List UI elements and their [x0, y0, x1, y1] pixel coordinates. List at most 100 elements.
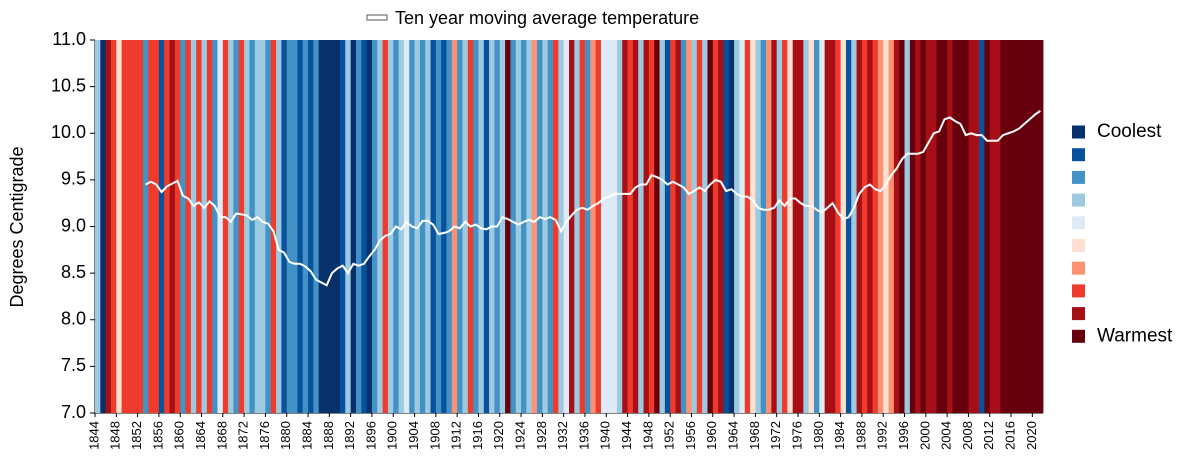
stripe — [228, 40, 234, 413]
stripe — [819, 40, 826, 413]
stripe — [158, 40, 165, 413]
stripe — [137, 40, 144, 413]
stripe — [542, 40, 549, 413]
stripe — [169, 40, 176, 413]
x-tick-label: 1928 — [534, 421, 549, 450]
stripe — [941, 40, 948, 413]
stripe — [206, 40, 213, 413]
stripe — [212, 40, 218, 413]
stripe — [553, 40, 559, 413]
x-tick-label: 1916 — [470, 421, 485, 450]
stripe — [473, 40, 479, 413]
stripe — [787, 40, 794, 413]
legend-label: Ten year moving average temperature — [395, 8, 699, 28]
stripe — [590, 40, 597, 413]
stripe — [483, 40, 490, 413]
stripe — [1027, 40, 1033, 413]
x-tick-label: 1988 — [853, 421, 868, 450]
stripe — [861, 40, 868, 413]
x-tick-label: 2008 — [960, 421, 975, 450]
stripe — [925, 40, 932, 413]
stripe — [851, 40, 857, 413]
x-tick-label: 1932 — [555, 421, 570, 450]
stripe — [318, 40, 325, 413]
x-tick-label: 1856 — [150, 421, 165, 450]
x-tick-label: 1964 — [726, 421, 741, 450]
stripe — [622, 40, 628, 413]
x-tick-label: 1996 — [896, 421, 911, 450]
stripe — [638, 40, 644, 413]
stripe — [222, 40, 229, 413]
stripe — [776, 40, 783, 413]
stripe — [371, 40, 378, 413]
x-tick-label: 1904 — [406, 421, 421, 450]
stripe — [760, 40, 767, 413]
stripe — [792, 40, 799, 413]
stripe — [499, 40, 506, 413]
stripe — [174, 40, 181, 413]
stripe — [419, 40, 426, 413]
x-tick-label: 1980 — [811, 421, 826, 450]
stripe — [313, 40, 320, 413]
x-tick-label: 1960 — [704, 421, 719, 450]
stripe — [824, 40, 831, 413]
stripe — [153, 40, 160, 413]
stripe — [148, 40, 154, 413]
stripe — [755, 40, 762, 413]
stripe — [126, 40, 133, 413]
x-tick-label: 1972 — [768, 421, 783, 450]
stripe — [105, 40, 112, 413]
x-tick-label: 1936 — [576, 421, 591, 450]
stripe — [260, 40, 266, 413]
stripe — [627, 40, 634, 413]
stripe — [435, 40, 442, 413]
stripe — [526, 40, 533, 413]
stripe — [723, 40, 730, 413]
stripe — [707, 40, 714, 413]
stripe — [899, 40, 905, 413]
stripe — [616, 40, 623, 413]
stripe — [425, 40, 431, 413]
stripe — [702, 40, 708, 413]
stripe — [329, 40, 336, 413]
stripe — [611, 40, 618, 413]
x-tick-label: 1876 — [257, 421, 272, 450]
stripe — [744, 40, 751, 413]
legend-swatch — [1072, 148, 1085, 162]
stripe — [355, 40, 362, 413]
moving-average-line — [145, 110, 1041, 287]
stripe — [350, 40, 357, 413]
stripe — [366, 40, 373, 413]
y-axis-label: Degrees Centigrade — [7, 146, 27, 307]
stripe — [643, 40, 650, 413]
stripe — [164, 40, 170, 413]
stripe — [180, 40, 186, 413]
y-tick-label: 8.0 — [61, 309, 86, 329]
y-tick-label: 11.0 — [52, 29, 86, 49]
stripe — [345, 40, 352, 413]
stripe — [686, 40, 692, 413]
stripe — [233, 40, 240, 413]
x-tick-label: 1880 — [278, 421, 293, 450]
x-tick-label: 1908 — [427, 421, 442, 450]
x-tick-label: 1852 — [129, 421, 144, 450]
stripe — [979, 40, 985, 413]
x-tick-label: 1896 — [363, 421, 378, 450]
stripe — [244, 40, 250, 413]
stripe — [100, 40, 107, 413]
stripe — [505, 40, 511, 413]
stripe — [510, 40, 517, 413]
stripe — [95, 40, 101, 413]
x-tick-label: 1848 — [108, 421, 123, 450]
stripe — [654, 40, 660, 413]
stripe — [766, 40, 772, 413]
stripe — [984, 40, 991, 413]
stripe — [286, 40, 293, 413]
x-tick-label: 1888 — [321, 421, 336, 450]
stripe — [909, 40, 916, 413]
stripe — [963, 40, 969, 413]
legend-swatch — [1072, 216, 1085, 230]
stripe — [238, 40, 245, 413]
stripe — [1000, 40, 1007, 413]
x-tick-label: 1884 — [299, 421, 314, 450]
